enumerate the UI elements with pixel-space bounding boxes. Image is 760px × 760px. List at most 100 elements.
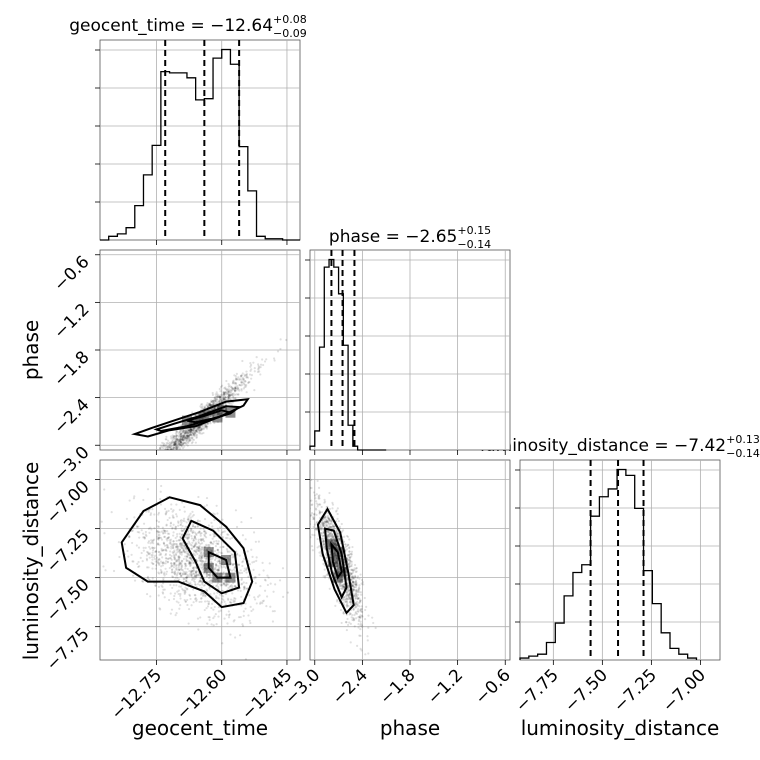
sample-point (161, 532, 165, 535)
sample-point (154, 584, 157, 587)
sample-point (310, 486, 311, 490)
sample-point (239, 384, 243, 387)
sample-point (185, 564, 188, 567)
sample-point (150, 553, 153, 557)
sample-point (190, 430, 193, 433)
ytick-label-luminosity_distance: −7.25 (43, 526, 94, 577)
sample-point (222, 393, 226, 396)
sample-point (182, 529, 185, 532)
sample-point (141, 580, 144, 583)
sample-point (133, 495, 136, 498)
sample-point (177, 442, 181, 446)
sample-point (210, 408, 213, 411)
sample-point (160, 547, 163, 550)
sample-point (183, 505, 186, 509)
sample-point (147, 578, 150, 581)
sample-point (203, 556, 206, 559)
sample-point (214, 393, 217, 396)
sample-point (245, 373, 248, 377)
sample-point (207, 405, 210, 408)
sample-point (237, 388, 240, 391)
sample-point (227, 533, 230, 536)
sample-point (180, 438, 183, 441)
sample-point (164, 531, 167, 534)
sample-point (233, 387, 236, 390)
sample-point (162, 457, 164, 459)
sample-point (148, 545, 151, 549)
sample-point (236, 553, 239, 556)
sample-point (201, 565, 204, 568)
sample-point (157, 550, 160, 553)
sample-point (183, 441, 186, 444)
sample-point (338, 582, 342, 586)
sample-point (144, 533, 147, 536)
sample-point (210, 399, 213, 402)
sample-point (188, 562, 191, 566)
sample-point (345, 628, 348, 632)
sample-point (163, 596, 166, 599)
sample-point (347, 554, 350, 557)
sample-point (241, 381, 244, 384)
sample-point (154, 554, 157, 557)
sample-point (263, 589, 267, 592)
sample-point (174, 446, 177, 449)
sample-point (137, 565, 140, 569)
sample-point (205, 426, 208, 429)
sample-point (323, 500, 327, 503)
sample-point (206, 622, 209, 625)
sample-point (185, 552, 188, 555)
sample-point (181, 524, 184, 528)
sample-point (166, 447, 169, 450)
sample-point (157, 457, 159, 459)
sample-point (183, 592, 186, 595)
sample-point (151, 540, 154, 543)
ytick-label-phase: −3.0 (50, 443, 93, 486)
sample-point (236, 384, 239, 388)
sample-point (189, 431, 192, 434)
contour-ld-vs-phase (323, 527, 348, 600)
sample-point (205, 404, 208, 407)
sample-point (179, 543, 182, 546)
sample-point (186, 555, 189, 559)
sample-point (179, 575, 182, 578)
sample-point (231, 387, 235, 390)
sample-point (201, 554, 204, 558)
sample-point (355, 589, 358, 592)
sample-point (244, 658, 248, 660)
sample-point (151, 549, 155, 552)
sample-point (183, 577, 186, 581)
sample-point (205, 425, 208, 428)
sample-point (168, 446, 172, 449)
sample-point (345, 600, 348, 603)
sample-point (231, 563, 234, 567)
sample-point (321, 540, 325, 543)
sample-point (156, 525, 159, 528)
sample-point (162, 577, 165, 580)
sample-point (189, 431, 192, 434)
sample-point (217, 529, 220, 532)
sample-point (327, 520, 330, 524)
sample-point (180, 434, 183, 437)
sample-point (173, 563, 176, 566)
sample-point (358, 587, 361, 590)
sample-point (323, 498, 326, 501)
sample-point (232, 388, 236, 391)
sample-point (191, 566, 194, 570)
sample-point (217, 615, 220, 618)
sample-point (360, 624, 364, 627)
sample-point (174, 528, 178, 531)
sample-point (157, 594, 160, 597)
sample-point (173, 443, 176, 446)
sample-point (166, 539, 169, 542)
sample-point (226, 597, 230, 600)
scatter-luminosity-distance-vs-phase-panel: −3.0 −2.4 −1.8 −1.2 −0.6 (281, 459, 515, 709)
sample-point (207, 580, 210, 584)
sample-point (179, 535, 182, 538)
sample-point (198, 431, 201, 434)
sample-point (166, 544, 169, 547)
sample-point (160, 530, 163, 533)
sample-point (218, 395, 221, 398)
sample-point (165, 448, 168, 450)
title-luminosity-distance-text: luminosity_distance = −7.42 (480, 436, 726, 456)
sample-point (97, 513, 99, 515)
